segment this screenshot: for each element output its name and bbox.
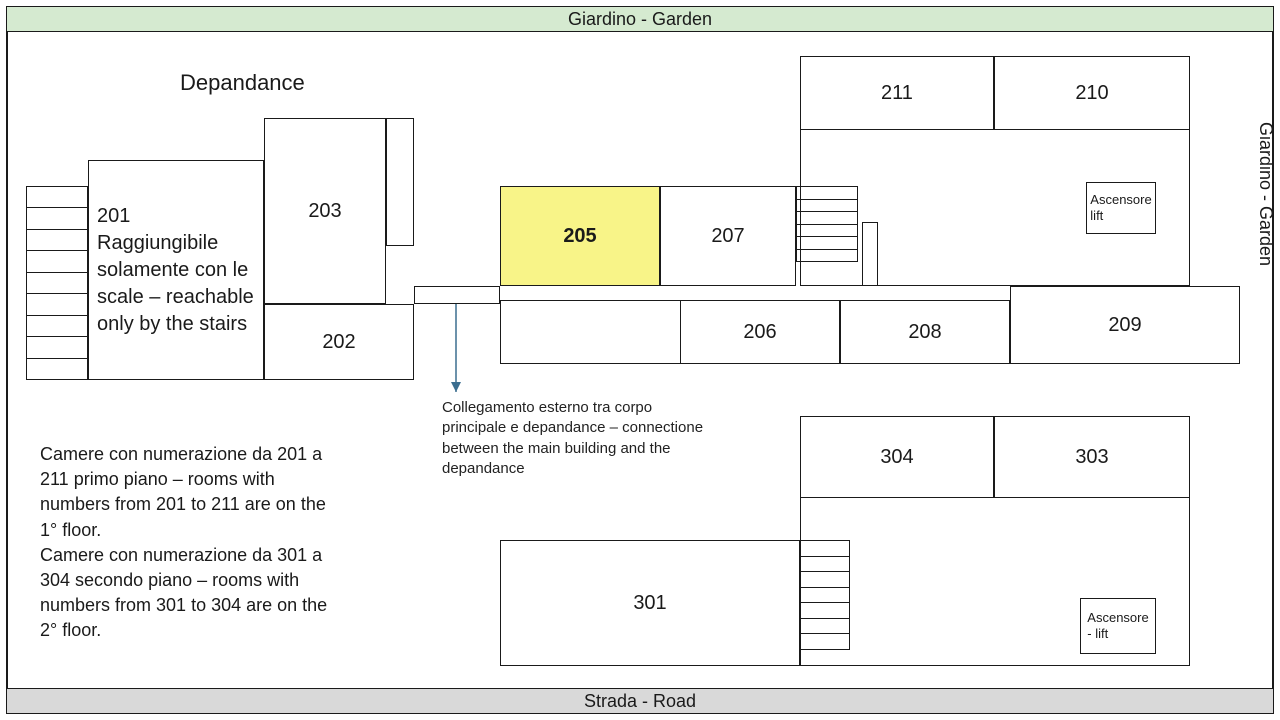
floorplan-canvas: Giardino - GardenStrada - RoadGiardino -… [0, 0, 1280, 720]
connection-note: Collegamento esterno tra corpo principal… [442, 398, 712, 479]
floor-legend-note: Camere con numerazione da 201 a 211 prim… [40, 442, 340, 644]
